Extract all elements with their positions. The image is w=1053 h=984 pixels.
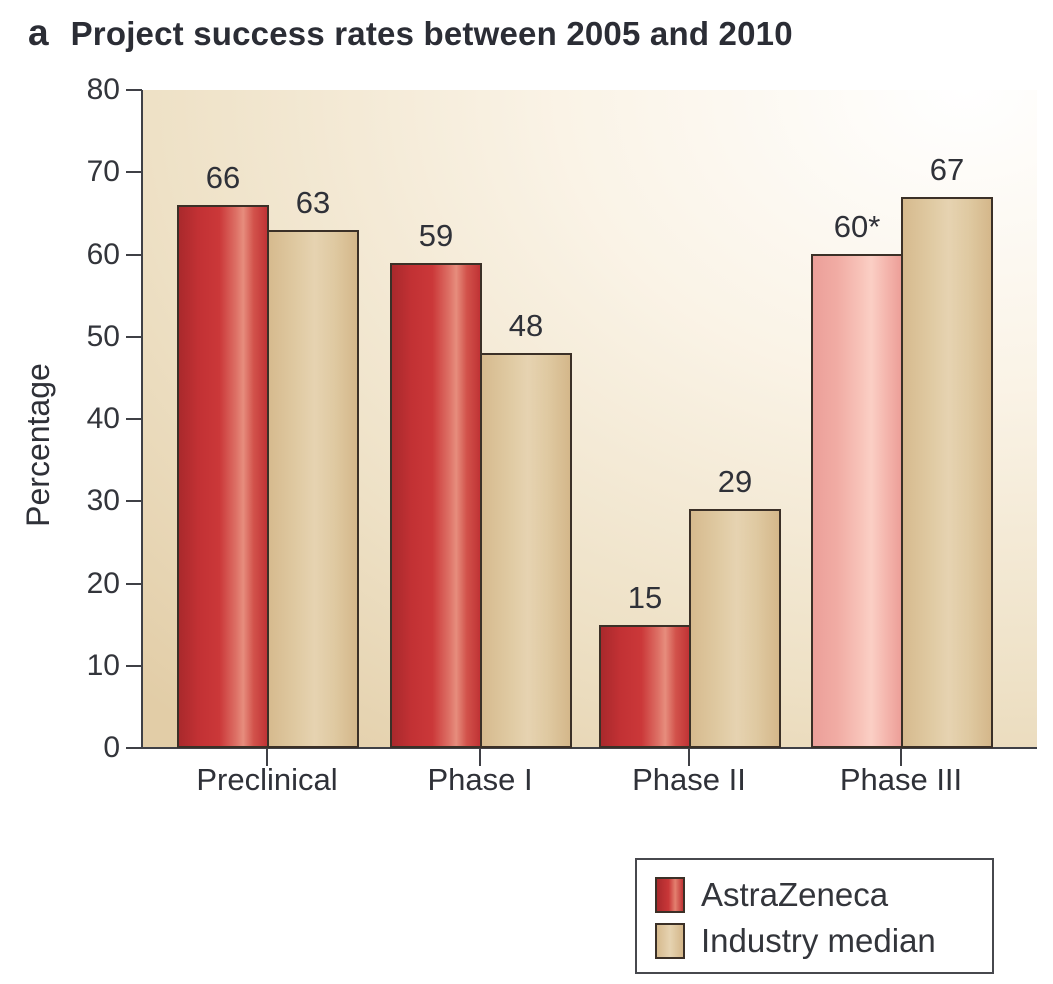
y-tick-label-50: 50 — [86, 319, 120, 353]
bar-astrazeneca-preclinical — [177, 205, 269, 748]
y-tick-20 — [126, 582, 142, 585]
y-tick-70 — [126, 171, 142, 174]
y-tick-label-80: 80 — [86, 73, 120, 106]
y-tick-label-10: 10 — [86, 648, 120, 682]
legend-swatch-tan-icon — [655, 923, 685, 959]
legend-label-industry-median: Industry median — [701, 922, 936, 959]
x-tick-preclinical — [266, 748, 268, 766]
y-tick-30 — [126, 500, 142, 503]
bar-value-astrazeneca-phase-ii: 15 — [627, 580, 663, 615]
x-tick-phase-iii — [900, 748, 902, 766]
x-tick-phase-ii — [688, 748, 690, 766]
legend-swatch-red-icon — [655, 877, 685, 913]
bar-value-industry-median-phase-ii: 29 — [717, 464, 753, 499]
y-tick-label-60: 60 — [86, 237, 120, 271]
bar-astrazeneca-phase-ii — [599, 625, 691, 748]
y-axis-line — [141, 90, 143, 749]
y-tick-40 — [126, 418, 142, 420]
y-tick-label-0: 0 — [103, 731, 120, 764]
bar-value-industry-median-phase-i: 48 — [508, 308, 544, 343]
legend-item-astrazeneca: AstraZeneca — [655, 875, 888, 915]
bar-value-industry-median-phase-iii: 67 — [929, 152, 965, 187]
bar-astrazeneca-phase-iii — [811, 254, 903, 748]
panel-letter: a — [28, 12, 49, 53]
y-axis-title: Percentage — [20, 363, 56, 527]
legend-box: AstraZeneca Industry median — [635, 858, 994, 974]
bar-value-astrazeneca-preclinical: 66 — [205, 160, 241, 195]
figure-title-row: a Project success rates between 2005 and… — [28, 12, 793, 54]
bar-value-astrazeneca-phase-iii: 60* — [833, 209, 881, 244]
x-category-label-preclinical: Preclinical — [196, 762, 338, 797]
bar-astrazeneca-phase-i — [390, 263, 482, 748]
y-tick-label-20: 20 — [86, 566, 120, 600]
bar-value-astrazeneca-phase-i: 59 — [418, 218, 454, 253]
y-tick-60 — [126, 253, 142, 256]
x-category-label-phase-ii: Phase II — [632, 762, 746, 797]
chart-title: Project success rates between 2005 and 2… — [70, 15, 793, 52]
y-tick-label-30: 30 — [86, 484, 120, 518]
bar-value-industry-median-preclinical: 63 — [295, 185, 331, 220]
y-tick-50 — [126, 335, 142, 338]
x-tick-phase-i — [479, 748, 481, 766]
y-tick-label-70: 70 — [86, 155, 120, 189]
y-tick-0 — [126, 747, 142, 749]
y-tick-80 — [126, 89, 142, 91]
bar-industry-median-preclinical — [267, 230, 359, 748]
x-category-label-phase-i: Phase I — [427, 762, 533, 797]
bar-industry-median-phase-i — [480, 353, 572, 748]
legend-item-industry-median: Industry median — [655, 921, 936, 961]
y-tick-label-40: 40 — [86, 402, 120, 435]
bar-industry-median-phase-ii — [689, 509, 781, 748]
bar-industry-median-phase-iii — [901, 197, 993, 748]
legend-label-astrazeneca: AstraZeneca — [701, 876, 889, 913]
x-axis-line — [141, 747, 1037, 749]
y-tick-10 — [126, 664, 142, 667]
x-category-label-phase-iii: Phase III — [839, 762, 963, 797]
